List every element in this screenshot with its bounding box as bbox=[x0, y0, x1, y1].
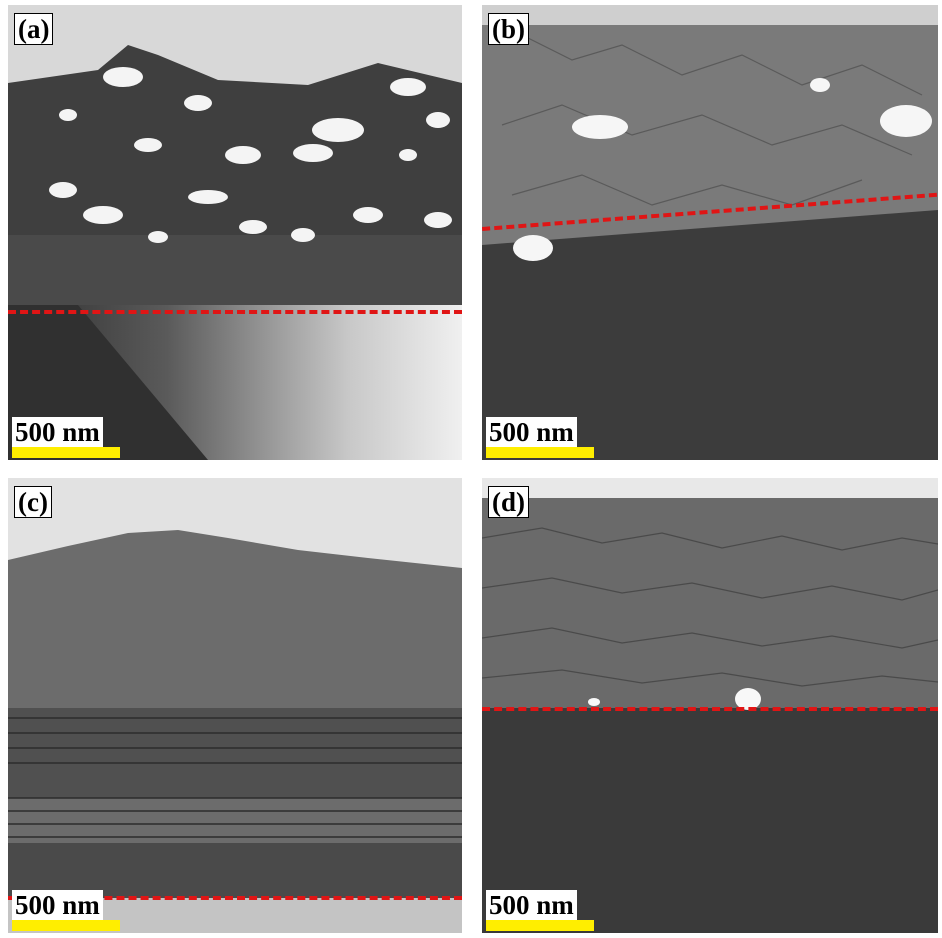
scale-bar-group: 500 nm bbox=[486, 417, 594, 458]
micrograph-panel-b: (b) 500 nm bbox=[482, 5, 938, 460]
panel-c-image bbox=[8, 478, 462, 933]
interface-line bbox=[482, 707, 938, 711]
panel-label: (c) bbox=[14, 486, 52, 518]
scale-bar-label: 500 nm bbox=[12, 890, 103, 920]
panel-d-image bbox=[482, 478, 938, 933]
scale-bar-label: 500 nm bbox=[12, 417, 103, 447]
micrograph-panel-a: (a) 500 nm bbox=[8, 5, 462, 460]
interface-line bbox=[8, 310, 462, 314]
scale-bar-group: 500 nm bbox=[12, 417, 120, 458]
panel-label: (d) bbox=[488, 486, 529, 518]
scale-bar bbox=[12, 920, 120, 931]
scale-bar-group: 500 nm bbox=[12, 890, 120, 931]
scale-bar bbox=[486, 447, 594, 458]
scale-bar bbox=[486, 920, 594, 931]
scale-bar-label: 500 nm bbox=[486, 417, 577, 447]
scale-bar bbox=[12, 447, 120, 458]
panel-a-image bbox=[8, 5, 462, 460]
panel-b-image bbox=[482, 5, 938, 460]
panel-label: (b) bbox=[488, 13, 529, 45]
panel-label: (a) bbox=[14, 13, 54, 45]
interface-line bbox=[8, 896, 462, 900]
scale-bar-group: 500 nm bbox=[486, 890, 594, 931]
scale-bar-label: 500 nm bbox=[486, 890, 577, 920]
micrograph-panel-c: (c) 500 nm bbox=[8, 478, 462, 933]
micrograph-panel-d: (d) 500 nm bbox=[482, 478, 938, 933]
